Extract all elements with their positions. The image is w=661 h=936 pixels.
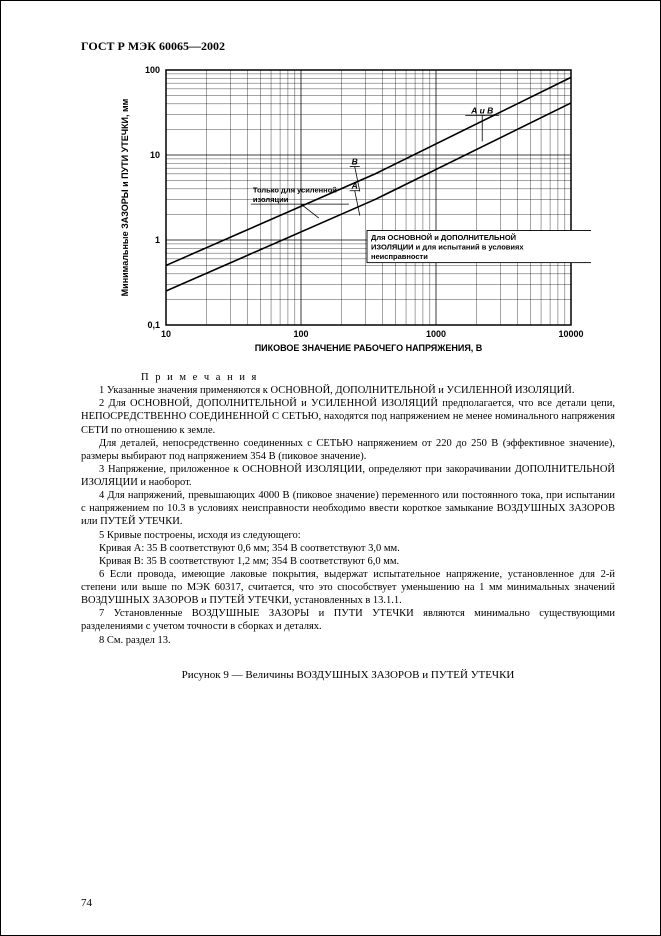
svg-text:В: В bbox=[352, 157, 358, 167]
svg-text:А: А bbox=[351, 181, 358, 191]
note-item: Кривая В: 35 В соответствуют 1,2 мм; 354… bbox=[81, 555, 615, 568]
svg-text:1: 1 bbox=[155, 235, 160, 245]
notes-list: 1 Указанные значения применяются к ОСНОВ… bbox=[81, 384, 615, 647]
note-item: 5 Кривые построены, исходя из следующего… bbox=[81, 529, 615, 542]
page-number: 74 bbox=[81, 897, 92, 909]
svg-text:100: 100 bbox=[293, 329, 308, 339]
svg-text:ПИКОВОЕ ЗНАЧЕНИЕ РАБОЧЕГО НАПР: ПИКОВОЕ ЗНАЧЕНИЕ РАБОЧЕГО НАПРЯЖЕНИЯ, В bbox=[255, 343, 483, 353]
svg-text:изоляции: изоляции bbox=[253, 195, 289, 204]
svg-text:100: 100 bbox=[145, 65, 160, 75]
note-item: Для деталей, непосредственно соединенных… bbox=[81, 437, 615, 463]
svg-text:неисправности: неисправности bbox=[371, 252, 428, 261]
svg-text:10: 10 bbox=[150, 150, 160, 160]
svg-text:Только для усиленной: Только для усиленной bbox=[253, 186, 337, 195]
note-item: 2 Для ОСНОВНОЙ, ДОПОЛНИТЕЛЬНОЙ и УСИЛЕНН… bbox=[81, 397, 615, 436]
note-item: 4 Для напряжений, превышающих 4000 В (пи… bbox=[81, 489, 615, 528]
note-item: 3 Напряжение, приложенное к ОСНОВНОЙ ИЗО… bbox=[81, 463, 615, 489]
document-header: ГОСТ Р МЭК 60065—2002 bbox=[81, 39, 615, 54]
note-item: 6 Если провода, имеющие лаковые покрытия… bbox=[81, 568, 615, 607]
svg-text:10: 10 bbox=[161, 329, 171, 339]
svg-text:10000: 10000 bbox=[558, 329, 583, 339]
figure-9-chart: 10 100 1000 10000 0,1 1 10 100 ПИКОВОЕ ЗНАЧЕНИЕ … bbox=[111, 60, 591, 365]
svg-text:ИЗОЛЯЦИИ и для испытаний в усл: ИЗОЛЯЦИИ и для испытаний в условиях bbox=[371, 242, 524, 251]
figure-caption: Рисунок 9 — Величины ВОЗДУШНЫХ ЗАЗОРОВ и… bbox=[81, 669, 615, 681]
chart-svg: 10 100 1000 10000 0,1 1 10 100 ПИКОВОЕ ЗНАЧЕНИЕ … bbox=[111, 60, 591, 360]
svg-text:Минимальные ЗАЗОРЫ и ПУТИ УТЕЧ: Минимальные ЗАЗОРЫ и ПУТИ УТЕЧКИ, мм bbox=[120, 98, 130, 296]
svg-text:Для ОСНОВНОЙ и ДОПОЛНИТЕЛЬНОЙ: Для ОСНОВНОЙ и ДОПОЛНИТЕЛЬНОЙ bbox=[371, 233, 516, 242]
notes-heading: П р и м е ч а н и я bbox=[111, 371, 615, 384]
svg-text:А и В: А и В bbox=[470, 105, 493, 115]
note-item: 1 Указанные значения применяются к ОСНОВ… bbox=[81, 384, 615, 397]
note-item: Кривая А: 35 В соответствуют 0,6 мм; 354… bbox=[81, 542, 615, 555]
notes-block: П р и м е ч а н и я 1 Указанные значения… bbox=[81, 371, 615, 647]
svg-text:1000: 1000 bbox=[426, 329, 446, 339]
page: ГОСТ Р МЭК 60065—2002 101001000100000,11… bbox=[0, 0, 661, 936]
note-item: 8 См. раздел 13. bbox=[81, 634, 615, 647]
note-item: 7 Установленные ВОЗДУШНЫЕ ЗАЗОРЫ и ПУТИ … bbox=[81, 607, 615, 633]
svg-text:0,1: 0,1 bbox=[147, 320, 160, 330]
